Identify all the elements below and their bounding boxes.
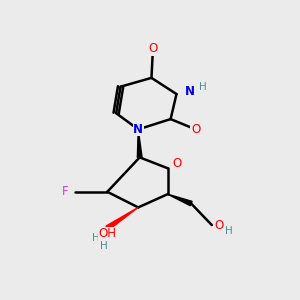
Text: O: O	[100, 228, 110, 241]
Text: N: N	[133, 123, 143, 136]
Text: O: O	[148, 42, 158, 55]
Polygon shape	[137, 129, 142, 158]
Text: H: H	[199, 82, 206, 92]
Text: O: O	[191, 123, 200, 136]
Text: O: O	[215, 219, 224, 232]
Text: O: O	[172, 157, 181, 170]
Polygon shape	[106, 207, 138, 230]
Text: N: N	[185, 85, 195, 98]
Text: H: H	[225, 226, 233, 236]
Text: F: F	[62, 185, 68, 198]
Text: H: H	[92, 233, 100, 243]
Text: H: H	[100, 241, 108, 251]
Polygon shape	[168, 194, 192, 206]
Text: OH: OH	[98, 227, 116, 240]
